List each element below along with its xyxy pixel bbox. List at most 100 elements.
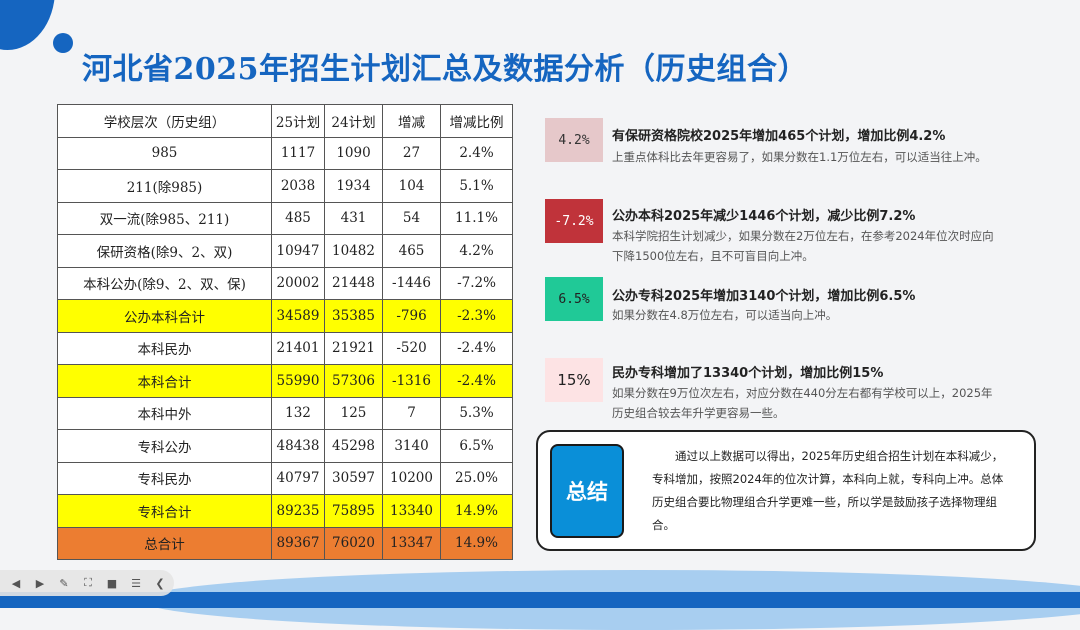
cell-plan-24: 10482 <box>324 234 383 268</box>
cell-level: 本科民办 <box>57 331 272 365</box>
cell-plan-24: 75895 <box>324 494 383 528</box>
cell-level: 专科民办 <box>57 461 272 495</box>
cell-plan-24: 21921 <box>324 331 383 365</box>
header-level: 学校层次（历史组） <box>57 104 272 138</box>
cell-plan-24: 76020 <box>324 526 383 560</box>
cell-plan-24: 125 <box>324 396 383 430</box>
cell-plan-25: 34589 <box>271 299 325 333</box>
cell-plan-24: 57306 <box>324 364 383 398</box>
table-body: 985 1117 1090 27 2.4% 211(除985) 2038 1934 104 5.1… <box>57 136 513 560</box>
cell-change: -1446 <box>382 266 441 300</box>
cell-change: 13340 <box>382 494 441 528</box>
cell-plan-24: 35385 <box>324 299 383 333</box>
enrollment-table: 学校层次（历史组） 25计划 24计划 增减 增减比例 985 1117 1090 2… <box>57 104 513 560</box>
table-row: 保研资格(除9、2、双) 10947 10482 465 4.2% <box>57 234 513 268</box>
cell-change: 27 <box>382 136 441 170</box>
insight-description: 如果分数在4.8万位左右，可以适当向上冲。 <box>612 308 838 322</box>
summary-box: 总结 通过以上数据可以得出，2025年历史组合招生计划在本科减少，专科增加，按照… <box>536 430 1036 551</box>
cell-plan-25: 20002 <box>271 266 325 300</box>
cell-change-ratio: -2.3% <box>440 299 513 333</box>
corner-decoration <box>0 0 55 50</box>
cell-level: 211(除985) <box>57 169 272 203</box>
cell-plan-24: 21448 <box>324 266 383 300</box>
cell-change-ratio: 25.0% <box>440 461 513 495</box>
cell-change-ratio: 5.1% <box>440 169 513 203</box>
insight-title: 有保研资格院校2025年增加465个计划，增加比例4.2% <box>612 129 946 144</box>
header-plan-24: 24计划 <box>324 104 383 138</box>
cell-level: 双一流(除985、211) <box>57 201 272 235</box>
page-title: 河北省2025年招生计划汇总及数据分析（历史组合） <box>82 52 808 87</box>
insight-title: 公办专科2025年增加3140个计划，增加比例6.5% <box>612 289 916 304</box>
bottom-band-decoration <box>0 592 1080 608</box>
cell-change-ratio: 4.2% <box>440 234 513 268</box>
cell-change-ratio: 5.3% <box>440 396 513 430</box>
cell-level: 本科合计 <box>57 364 272 398</box>
cell-change-ratio: -2.4% <box>440 331 513 365</box>
insight-badge: 15% <box>545 358 603 402</box>
insight-title: 公办本科2025年减少1446个计划，减少比例7.2% <box>612 209 916 224</box>
cell-level: 本科公办(除9、2、双、保) <box>57 266 272 300</box>
cell-plan-24: 45298 <box>324 429 383 463</box>
cell-level: 985 <box>57 136 272 170</box>
cell-level: 总合计 <box>57 526 272 560</box>
corner-dot-decoration <box>53 33 73 53</box>
cell-plan-24: 431 <box>324 201 383 235</box>
cell-plan-25: 1117 <box>271 136 325 170</box>
cell-change-ratio: 11.1% <box>440 201 513 235</box>
table-row: 本科公办(除9、2、双、保) 20002 21448 -1446 -7.2% <box>57 266 513 300</box>
cell-change: -520 <box>382 331 441 365</box>
header-change: 增减 <box>382 104 441 138</box>
cell-change: 3140 <box>382 429 441 463</box>
table-row: 专科合计 89235 75895 13340 14.9% <box>57 494 513 528</box>
table-row: 本科中外 132 125 7 5.3% <box>57 396 513 430</box>
cell-change: 104 <box>382 169 441 203</box>
table-row: 专科公办 48438 45298 3140 6.5% <box>57 429 513 463</box>
cell-change-ratio: 14.9% <box>440 494 513 528</box>
insight-badge: 6.5% <box>545 277 603 321</box>
cell-change-ratio: 6.5% <box>440 429 513 463</box>
cell-level: 本科中外 <box>57 396 272 430</box>
cell-plan-24: 1934 <box>324 169 383 203</box>
header-change-ratio: 增减比例 <box>440 104 513 138</box>
table-row: 本科合计 55990 57306 -1316 -2.4% <box>57 364 513 398</box>
prev-icon[interactable]: ◀ <box>11 576 21 590</box>
camera-icon[interactable]: ■ <box>106 576 118 590</box>
cell-plan-25: 55990 <box>271 364 325 398</box>
table-row: 985 1117 1090 27 2.4% <box>57 136 513 170</box>
cell-change: 465 <box>382 234 441 268</box>
cell-change: 10200 <box>382 461 441 495</box>
cell-plan-25: 40797 <box>271 461 325 495</box>
menu-icon[interactable]: ☰ <box>131 576 141 590</box>
cell-change: 13347 <box>382 526 441 560</box>
cell-change-ratio: 14.9% <box>440 526 513 560</box>
play-icon[interactable]: ▶ <box>35 576 45 590</box>
table-header-row: 学校层次（历史组） 25计划 24计划 增减 增减比例 <box>57 104 513 138</box>
cell-plan-25: 132 <box>271 396 325 430</box>
cell-change: -796 <box>382 299 441 333</box>
header-plan-25: 25计划 <box>271 104 325 138</box>
cell-plan-25: 2038 <box>271 169 325 203</box>
cell-plan-24: 30597 <box>324 461 383 495</box>
cell-plan-24: 1090 <box>324 136 383 170</box>
cell-plan-25: 89235 <box>271 494 325 528</box>
insight-title: 民办专科增加了13340个计划，增加比例15% <box>612 366 884 381</box>
cell-plan-25: 89367 <box>271 526 325 560</box>
cell-change: -1316 <box>382 364 441 398</box>
screenshot-icon[interactable]: ⛶ <box>84 576 92 589</box>
slideshow-toolbar: ◀ ▶ ✎ ⛶ ■ ☰ ❮ <box>0 570 174 596</box>
pen-icon[interactable]: ✎ <box>59 576 69 590</box>
insight-description: 本科学院招生计划减少，如果分数在2万位左右，在参考2024年位次时应向下降150… <box>612 229 994 263</box>
cell-level: 公办本科合计 <box>57 299 272 333</box>
table-row: 专科民办 40797 30597 10200 25.0% <box>57 461 513 495</box>
cell-level: 专科公办 <box>57 429 272 463</box>
cell-plan-25: 21401 <box>271 331 325 365</box>
chevron-left-icon[interactable]: ❮ <box>155 576 165 590</box>
table-row: 211(除985) 2038 1934 104 5.1% <box>57 169 513 203</box>
cell-level: 保研资格(除9、2、双) <box>57 234 272 268</box>
cell-change-ratio: -7.2% <box>440 266 513 300</box>
cell-change-ratio: -2.4% <box>440 364 513 398</box>
cell-change: 7 <box>382 396 441 430</box>
cell-level: 专科合计 <box>57 494 272 528</box>
cell-change-ratio: 2.4% <box>440 136 513 170</box>
table-row: 本科民办 21401 21921 -520 -2.4% <box>57 331 513 365</box>
